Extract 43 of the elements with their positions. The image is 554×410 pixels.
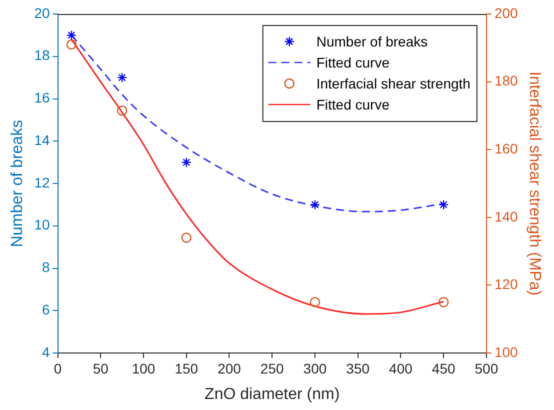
y-tick-label: 6 — [42, 301, 50, 318]
legend-label: Fitted curve — [316, 96, 390, 112]
legend-label: Fitted curve — [316, 54, 390, 70]
y2-axis-title: Interfacial shear strength (MPa) — [526, 71, 543, 296]
x-tick-label: 200 — [218, 360, 242, 376]
legend-label: Number of breaks — [316, 33, 428, 50]
x-tick-label: 50 — [92, 360, 109, 376]
y-tick-label: 4 — [42, 344, 50, 360]
x-tick-label: 500 — [474, 360, 498, 376]
y-tick-label: 20 — [34, 4, 50, 21]
x-tick-label: 100 — [132, 360, 156, 376]
point — [310, 297, 320, 308]
y-tick-label: 12 — [34, 174, 50, 190]
y2-tick-label: 120 — [494, 276, 518, 292]
point — [310, 200, 320, 210]
y2-tick-label: 160 — [494, 140, 518, 156]
point — [66, 39, 77, 50]
x-axis-title: ZnO diameter (nm) — [204, 386, 340, 403]
point — [116, 72, 128, 83]
y-axis-title: Number of breaks — [9, 120, 26, 248]
x-tick-label: 450 — [432, 360, 456, 376]
y2-tick-label: 200 — [494, 4, 518, 21]
y-tick-label: 14 — [34, 132, 50, 148]
point — [438, 200, 449, 210]
point — [438, 297, 449, 308]
legend-label: Interfacial shear strength — [316, 75, 470, 92]
y2-tick-label: 140 — [494, 208, 518, 224]
point — [181, 157, 192, 168]
x-tick-label: 0 — [54, 360, 62, 376]
y-tick-label: 8 — [42, 259, 50, 276]
x-tick-label: 400 — [389, 360, 413, 376]
x-tick-label: 350 — [346, 360, 370, 376]
x-tick-label: 250 — [260, 360, 284, 376]
point — [66, 30, 77, 40]
y-tick-label: 10 — [34, 216, 50, 233]
y-tick-label: 18 — [34, 47, 50, 64]
y-tick-label: 16 — [34, 90, 50, 106]
point — [181, 232, 192, 243]
y2-tick-label: 180 — [494, 72, 518, 89]
x-tick-label: 150 — [174, 360, 198, 376]
x-tick-label: 300 — [303, 360, 327, 376]
y2-tick-label: 100 — [494, 344, 518, 360]
point — [116, 106, 128, 116]
